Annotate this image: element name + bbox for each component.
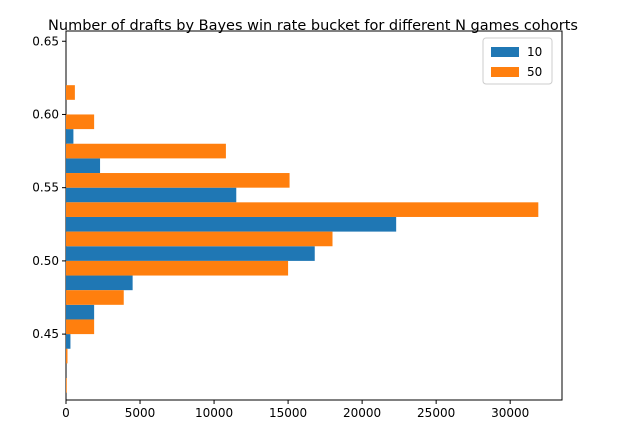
bar-series-50-bin-8 [66, 143, 226, 159]
bar-series-10-bin-6 [66, 187, 237, 203]
x-tick-label: 30000 [491, 406, 529, 420]
bar-series-50-bin-7 [66, 173, 290, 188]
y-axis: 0.45 0.50 0.55 0.60 0.65 [32, 34, 66, 341]
bar-series-10-bin-3 [66, 275, 133, 291]
x-tick-label: 5000 [125, 406, 156, 420]
bar-series-10-bin-4 [66, 246, 315, 261]
bar-series-10-bin-2 [66, 304, 95, 320]
chart-title: Number of drafts by Bayes win rate bucke… [48, 18, 578, 34]
bar-series-50-bin-6 [66, 202, 539, 217]
x-tick-label: 25000 [417, 406, 455, 420]
x-axis: 0 5000 10000 15000 20000 25000 30000 [62, 400, 529, 420]
bar-series-50-bin-5 [66, 231, 333, 247]
y-tick-label: 0.60 [32, 107, 59, 121]
bar-series-50-bin-3 [66, 290, 124, 305]
bar-series-50-bin-9 [66, 114, 95, 130]
legend-swatch-10 [491, 47, 519, 57]
bar-series-50-bin-1 [66, 348, 68, 364]
y-tick-label: 0.65 [32, 34, 59, 48]
x-tick-label: 0 [62, 406, 70, 420]
bar-series-10-bin-8 [66, 129, 74, 144]
bar-series-10-bin-5 [66, 216, 397, 232]
x-tick-label: 20000 [343, 406, 381, 420]
x-tick-label: 10000 [195, 406, 233, 420]
y-tick-label: 0.45 [32, 327, 59, 341]
bars [66, 85, 539, 393]
bar-series-10-bin-1 [66, 334, 71, 349]
bar-series-50-bin-4 [66, 260, 289, 276]
y-tick-label: 0.50 [32, 254, 59, 268]
legend-label-50: 50 [527, 65, 542, 79]
legend-swatch-50 [491, 67, 519, 77]
bar-series-10-bin-7 [66, 158, 101, 174]
bar-series-50-bin-2 [66, 319, 95, 335]
bar-series-50-bin-10 [66, 85, 75, 100]
y-tick-label: 0.55 [32, 181, 59, 195]
x-tick-label: 15000 [269, 406, 307, 420]
legend-label-10: 10 [527, 45, 542, 59]
bar-series-50-bin-0 [66, 378, 67, 393]
